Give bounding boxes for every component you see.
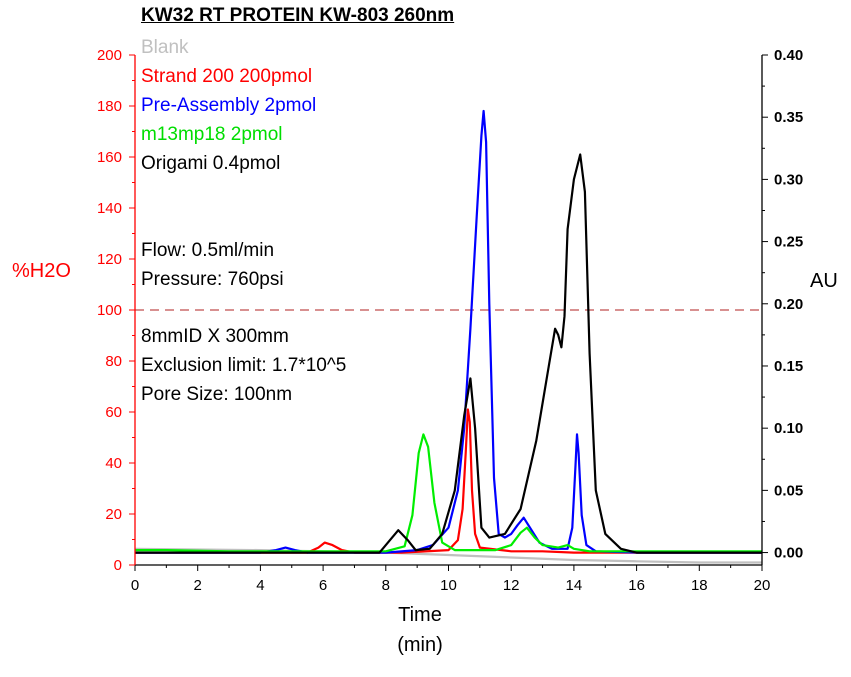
series-line-2 [135, 109, 762, 554]
y-right-tick-label-2: 0.10 [774, 420, 803, 437]
y-left-tick-label-5: 100 [97, 302, 122, 319]
x-tick-label-8: 16 [628, 577, 645, 594]
y-left-tick-label-1: 20 [105, 506, 122, 523]
x-tick-label-7: 14 [566, 577, 583, 594]
y-right-tick-label-6: 0.30 [774, 171, 803, 188]
y-left-tick-label-10: 200 [97, 47, 122, 64]
legend-entry-pre-assembly: Pre-Assembly 2pmol [141, 95, 317, 116]
y-left-tick-label-7: 140 [97, 200, 122, 217]
axes-layer: 0 2 4 6 8 10 12 14 16 18 2002040608010012014016018… [97, 47, 803, 594]
y-right-tick-label-7: 0.35 [774, 109, 803, 126]
series-line-1 [135, 408, 762, 554]
y-left-tick-label-8: 160 [97, 149, 122, 166]
note-pressure: Pressure: 760psi [141, 269, 284, 290]
x-tick-label-5: 10 [440, 577, 457, 594]
y-right-tick-label-1: 0.05 [774, 482, 803, 499]
legend-entry-strand: Strand 200 200pmol [141, 66, 313, 87]
x-tick-label-6: 12 [503, 577, 520, 594]
y-left-tick-label-6: 120 [97, 251, 122, 268]
x-tick-label-10: 20 [754, 577, 771, 594]
y-right-tick-label-8: 0.40 [774, 47, 803, 64]
x-tick-label-9: 18 [691, 577, 708, 594]
legend: Blank Strand 200 200pmol Pre-Assembly 2p… [141, 33, 316, 178]
x-axis-label-title: Time [398, 604, 442, 626]
legend-entry-origami: Origami 0.4pmol [141, 153, 281, 174]
notes-column-block: 8mmID X 300mm Exclusion limit: 1.7*10^5 … [141, 322, 346, 409]
note-pore-size: Pore Size: 100nm [141, 384, 293, 405]
y-left-tick-label-4: 80 [105, 353, 122, 370]
y-right-tick-label-0: 0.00 [774, 545, 803, 562]
y-right-tick-label-3: 0.15 [774, 358, 803, 375]
y-left-tick-label-9: 180 [97, 98, 122, 115]
y-axis-left-label: %H2O [12, 260, 71, 282]
note-flow: Flow: 0.5ml/min [141, 240, 275, 261]
x-tick-label-1: 2 [194, 577, 202, 594]
legend-entry-blank: Blank [141, 37, 189, 58]
note-exclusion-limit: Exclusion limit: 1.7*10^5 [141, 355, 347, 376]
series-layer [134, 109, 762, 564]
series-line-3 [135, 433, 762, 553]
y-right-tick-label-4: 0.20 [774, 296, 803, 313]
y-right-tick-label-5: 0.25 [774, 234, 803, 251]
y-left-tick-label-3: 60 [105, 404, 122, 421]
y-left-tick-label-2: 40 [105, 455, 122, 472]
series-line-4 [135, 153, 762, 554]
y-left-tick-label-0: 0 [114, 557, 122, 574]
x-tick-label-0: 0 [131, 577, 139, 594]
x-axis-label-unit: (min) [397, 634, 443, 656]
legend-entry-m13mp18: m13mp18 2pmol [141, 124, 283, 145]
notes-flow-block: Flow: 0.5ml/min Pressure: 760psi [141, 236, 284, 294]
note-column-size: 8mmID X 300mm [141, 326, 289, 347]
x-tick-label-3: 6 [319, 577, 327, 594]
x-tick-label-4: 8 [382, 577, 390, 594]
chart-title: KW32 RT PROTEIN KW-803 260nm [141, 5, 455, 26]
y-axis-right-label: AU [810, 270, 838, 292]
x-axis-label: Time (min) [390, 600, 450, 660]
x-tick-label-2: 4 [256, 577, 264, 594]
